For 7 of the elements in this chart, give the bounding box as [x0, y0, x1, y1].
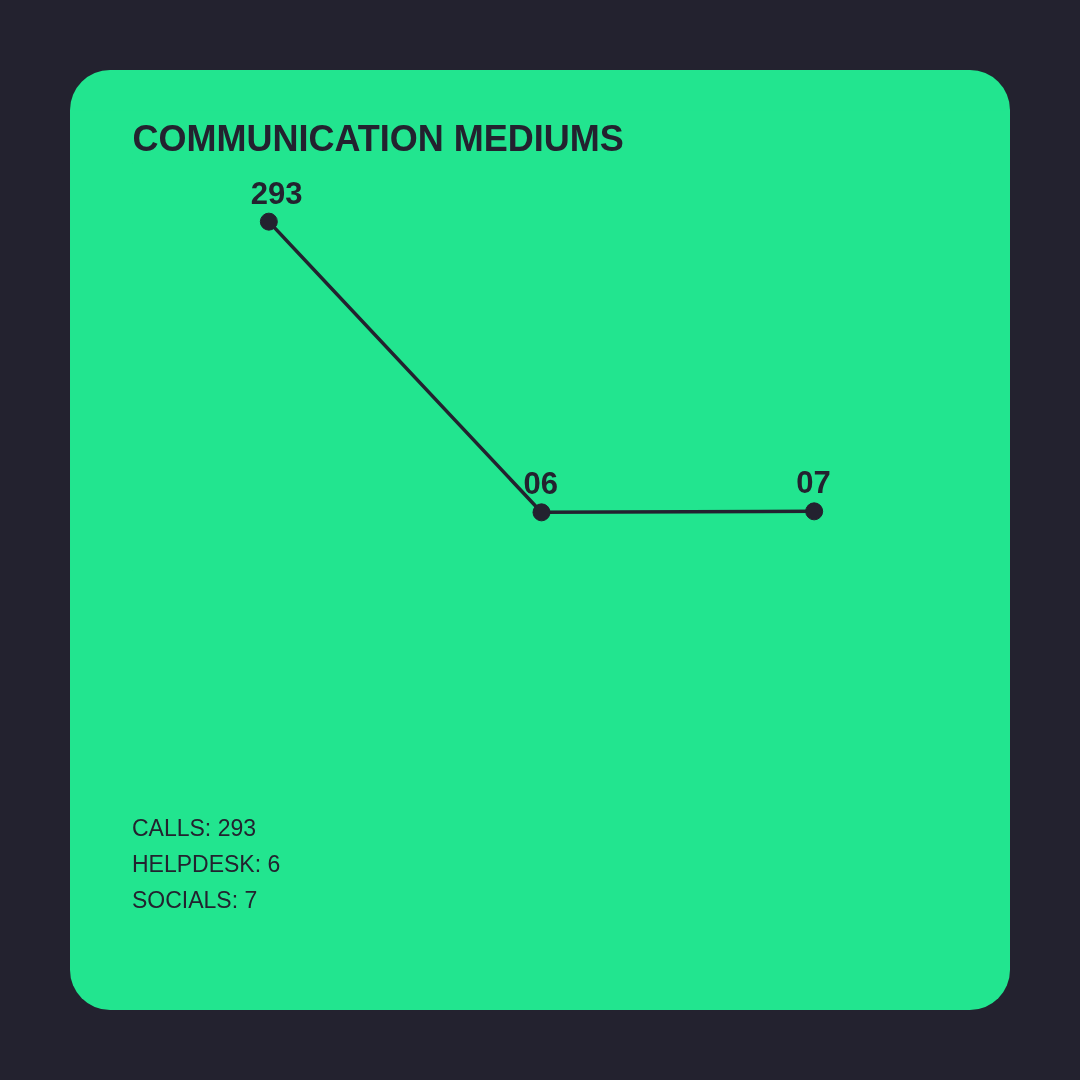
- chart-title: COMMUNICATION MEDIUMS: [132, 117, 624, 159]
- data-label: 293: [250, 175, 303, 211]
- text: HELPDESK: 6: [132, 850, 281, 879]
- data-label: 07: [796, 465, 831, 501]
- text: SOCIALS: 7: [132, 886, 259, 915]
- data-label: 06: [523, 466, 558, 502]
- text: CALLS: 293: [132, 814, 258, 843]
